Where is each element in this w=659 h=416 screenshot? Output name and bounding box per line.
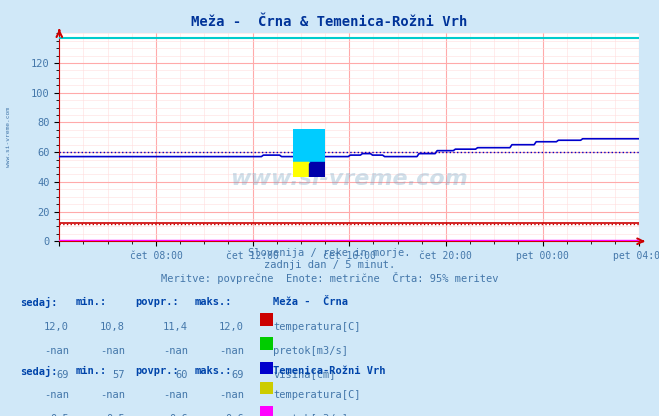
Bar [309, 129, 325, 162]
Text: 0,6: 0,6 [169, 414, 188, 416]
Text: zadnji dan / 5 minut.: zadnji dan / 5 minut. [264, 260, 395, 270]
Text: povpr.:: povpr.: [135, 297, 179, 307]
Text: -nan: -nan [100, 390, 125, 400]
Text: Meža -  Črna & Temenica-Rožni Vrh: Meža - Črna & Temenica-Rožni Vrh [191, 15, 468, 29]
Text: 0,5: 0,5 [107, 414, 125, 416]
Text: -nan: -nan [100, 346, 125, 356]
Text: 0,5: 0,5 [51, 414, 69, 416]
Text: višina[cm]: višina[cm] [273, 370, 336, 380]
Text: povpr.:: povpr.: [135, 366, 179, 376]
Text: 69: 69 [231, 370, 244, 380]
Text: 60: 60 [175, 370, 188, 380]
Text: pretok[m3/s]: pretok[m3/s] [273, 414, 349, 416]
Text: temperatura[C]: temperatura[C] [273, 322, 361, 332]
Text: www.si-vreme.com: www.si-vreme.com [231, 169, 468, 189]
Polygon shape [293, 129, 309, 162]
Text: -nan: -nan [163, 346, 188, 356]
Text: 12,0: 12,0 [44, 322, 69, 332]
Text: sedaj:: sedaj: [20, 297, 57, 309]
Text: 57: 57 [113, 370, 125, 380]
Text: min.:: min.: [76, 366, 107, 376]
Bar [309, 162, 325, 177]
Text: min.:: min.: [76, 297, 107, 307]
Text: pretok[m3/s]: pretok[m3/s] [273, 346, 349, 356]
Bar [293, 129, 309, 177]
Text: 10,8: 10,8 [100, 322, 125, 332]
Text: maks.:: maks.: [194, 297, 232, 307]
Text: maks.:: maks.: [194, 366, 232, 376]
Text: 12,0: 12,0 [219, 322, 244, 332]
Text: 69: 69 [57, 370, 69, 380]
Text: -nan: -nan [44, 346, 69, 356]
Text: -nan: -nan [44, 390, 69, 400]
Text: -nan: -nan [219, 346, 244, 356]
Text: sedaj:: sedaj: [20, 366, 57, 377]
Text: Meritve: povprečne  Enote: metrične  Črta: 95% meritev: Meritve: povprečne Enote: metrične Črta:… [161, 272, 498, 285]
Text: www.si-vreme.com: www.si-vreme.com [6, 107, 11, 167]
Text: -nan: -nan [163, 390, 188, 400]
Text: Temenica-Rožni Vrh: Temenica-Rožni Vrh [273, 366, 386, 376]
Text: 0,6: 0,6 [225, 414, 244, 416]
Text: Meža -  Črna: Meža - Črna [273, 297, 349, 307]
Text: 11,4: 11,4 [163, 322, 188, 332]
Text: Slovenija / reke in morje.: Slovenija / reke in morje. [248, 248, 411, 258]
Text: -nan: -nan [219, 390, 244, 400]
Text: temperatura[C]: temperatura[C] [273, 390, 361, 400]
Polygon shape [293, 162, 309, 177]
